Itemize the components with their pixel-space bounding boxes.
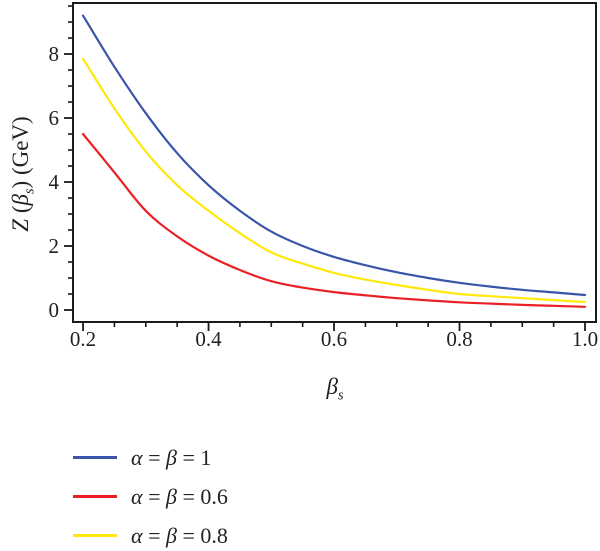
legend-item-alpha-beta-0.8: α = β = 0.8 xyxy=(73,516,228,551)
curve-α=β=0.6 xyxy=(81,132,587,308)
legend-line-yellow xyxy=(73,534,117,537)
y-tick-label: 4 xyxy=(49,170,60,194)
x-axis-label: βs xyxy=(235,372,435,404)
legend-item-alpha-beta-1: α = β = 1 xyxy=(73,438,228,477)
x-tick-label: 0.2 xyxy=(70,327,96,351)
y-axis-label-paren: ( xyxy=(8,205,33,219)
y-tick-label: 0 xyxy=(49,298,60,322)
curve-α=β=1 xyxy=(81,14,587,297)
legend-line-red xyxy=(73,495,117,498)
beta-symbol: β xyxy=(326,374,338,399)
beta-symbol: β xyxy=(8,194,33,206)
y-axis-label: Z (βs) (GeV) xyxy=(7,74,38,274)
beta-subscript: s xyxy=(337,387,344,404)
legend-item-alpha-beta-0.6: α = β = 0.6 xyxy=(73,477,228,516)
legend-label: α = β = 0.6 xyxy=(131,483,228,509)
legend-label: α = β = 1 xyxy=(131,444,212,470)
legend: α = β = 1 α = β = 0.6 α = β = 0.8 xyxy=(73,438,228,551)
x-tick-label: 0.6 xyxy=(321,327,347,351)
y-tick-label: 6 xyxy=(49,106,60,130)
x-tick-label: 0.4 xyxy=(195,327,222,351)
beta-subscript: s xyxy=(21,188,38,195)
y-axis-label-var: Z xyxy=(8,218,33,232)
y-tick-label: 8 xyxy=(49,42,60,66)
x-tick-label: 0.8 xyxy=(446,327,472,351)
curve-α=β=0.8 xyxy=(81,57,587,304)
legend-line-blue xyxy=(73,456,117,459)
x-tick-label: 1.0 xyxy=(572,327,598,351)
y-tick-label: 2 xyxy=(49,234,60,258)
y-axis-label-units: ) (GeV) xyxy=(8,116,33,189)
legend-label: α = β = 0.8 xyxy=(131,522,228,548)
